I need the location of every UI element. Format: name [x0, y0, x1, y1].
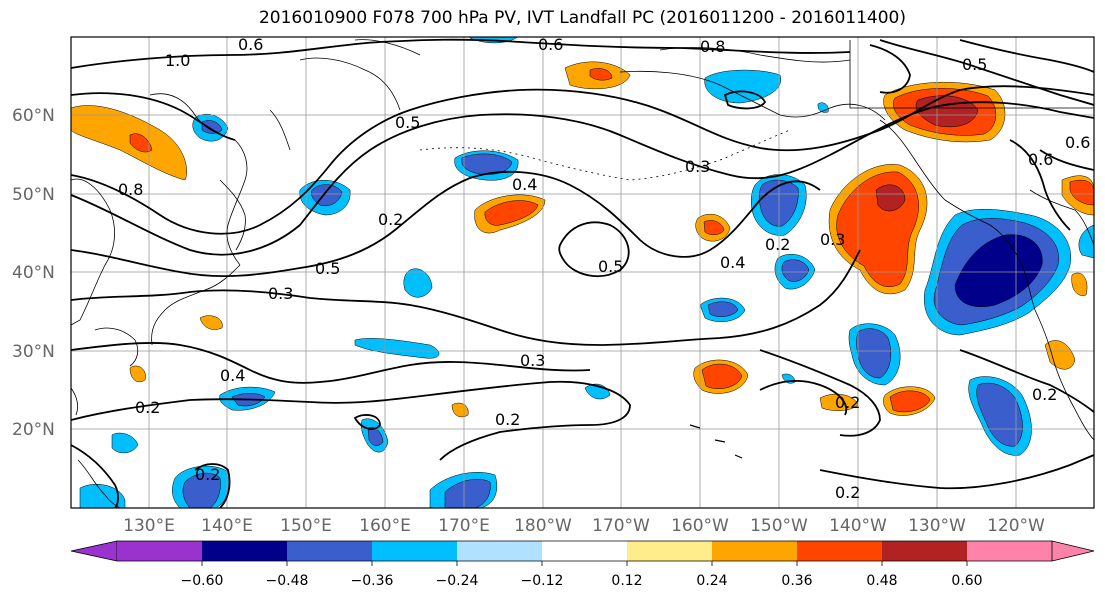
gridlines: [71, 37, 1094, 508]
contour-label: 0.6: [538, 35, 563, 54]
anomaly-positive-nw: [71, 105, 187, 181]
contour-label: 0.3: [685, 157, 710, 176]
lat-label: 20°N: [12, 420, 55, 440]
longitude-labels: 130°E 140°E 150°E 160°E 170°E 180°W 170°…: [123, 516, 1045, 536]
lon-label: 170°W: [592, 516, 650, 536]
lon-label: 120°W: [987, 516, 1045, 536]
contour-label: 0.8: [700, 37, 725, 56]
colorbar-segment: [457, 541, 542, 561]
map-frame: [70, 36, 1095, 509]
contour-label: 1.0: [165, 51, 190, 70]
contour-label: 0.2: [765, 235, 790, 254]
colorbar-segment: [882, 541, 967, 561]
contour-label: 0.6: [238, 35, 263, 54]
colorbar-tick-label: 0.36: [781, 573, 812, 589]
contour-label: 0.5: [598, 257, 623, 276]
contour-label: 0.6: [1028, 150, 1053, 169]
colorbar-tick-label: −0.12: [521, 573, 564, 589]
colorbar-tick-label: 0.48: [866, 573, 897, 589]
map-panel: 0.6 0.6 0.8 1.0 0.8 0.5 0.4 0.3 0.2 0.5 …: [71, 35, 1094, 508]
lat-label: 40°N: [12, 263, 55, 283]
colorbar-tick-label: −0.36: [351, 573, 394, 589]
contour-label: 0.4: [512, 175, 537, 194]
lon-label: 140°E: [201, 516, 253, 536]
colorbar-tick-label: −0.24: [436, 573, 479, 589]
lat-label: 50°N: [12, 185, 55, 205]
lat-label: 60°N: [12, 106, 55, 126]
colorbar-tick-marks: [201, 561, 968, 566]
lon-label: 130°W: [908, 516, 966, 536]
contour-label: 0.6: [1065, 133, 1090, 152]
colorbar-segment: [372, 541, 457, 561]
colorbar-right-extension: [1051, 540, 1095, 562]
colorbar-tick-label: 0.24: [696, 573, 727, 589]
colorbar-tick-label: 0.60: [951, 573, 982, 589]
colorbar-segment: [712, 541, 797, 561]
contour-label: 0.2: [835, 483, 860, 502]
contour-label: 0.8: [118, 180, 143, 199]
contour-label: 0.4: [720, 253, 745, 272]
lon-label: 160°W: [671, 516, 729, 536]
colorbar-segment: [542, 541, 627, 561]
lon-label: 150°E: [280, 516, 332, 536]
lon-label: 180°W: [514, 516, 572, 536]
lon-label: 150°W: [750, 516, 808, 536]
lon-label: 170°E: [438, 516, 490, 536]
contour-label: 0.2: [135, 398, 160, 417]
colorbar-segment: [797, 541, 882, 561]
lat-label: 30°N: [12, 342, 55, 362]
lon-label: 140°W: [829, 516, 887, 536]
colorbar-segment: [202, 541, 287, 561]
pv-contours: [71, 38, 1094, 508]
colorbar-ticks: −0.60 −0.48 −0.36 −0.24 −0.12 0.12 0.24 …: [181, 573, 983, 589]
lon-label: 130°E: [123, 516, 175, 536]
colorbar-tick-label: −0.60: [181, 573, 224, 589]
lon-label: 160°E: [359, 516, 411, 536]
colorbar-left-extension: [70, 540, 118, 562]
contour-labels: 0.6 0.6 0.8 1.0 0.8 0.5 0.4 0.3 0.2 0.5 …: [118, 35, 1090, 484]
colorbar-tick-label: −0.48: [266, 573, 309, 589]
positive-anomalies: [71, 61, 1094, 418]
colorbar-segment: [287, 541, 372, 561]
contour-label: 0.2: [1032, 385, 1057, 404]
colorbar-segment: [627, 541, 712, 561]
latitude-labels: 60°N 50°N 40°N 30°N 20°N: [12, 106, 55, 440]
contour-label: 0.2: [495, 410, 520, 429]
colorbar: −0.60 −0.48 −0.36 −0.24 −0.12 0.12 0.24 …: [70, 540, 1095, 589]
contour-label: 0.4: [220, 366, 245, 385]
contour-label: 0.3: [820, 230, 845, 249]
colorbar-tick-label: 0.12: [611, 573, 642, 589]
contour-label: 0.3: [268, 284, 293, 303]
contour-label: 0.3: [520, 351, 545, 370]
map-title: 2016010900 F078 700 hPa PV, IVT Landfall…: [258, 8, 906, 28]
contour-label: 0.5: [315, 259, 340, 278]
colorbar-segment: [117, 541, 202, 561]
contour-label: 0.2: [378, 210, 403, 229]
contour-label: 0.2: [835, 393, 860, 412]
contour-label: 0.5: [962, 55, 987, 74]
contour-label: 0.5: [395, 113, 420, 132]
contour-label: 0.2: [195, 465, 220, 484]
colorbar-segment: [967, 541, 1052, 561]
